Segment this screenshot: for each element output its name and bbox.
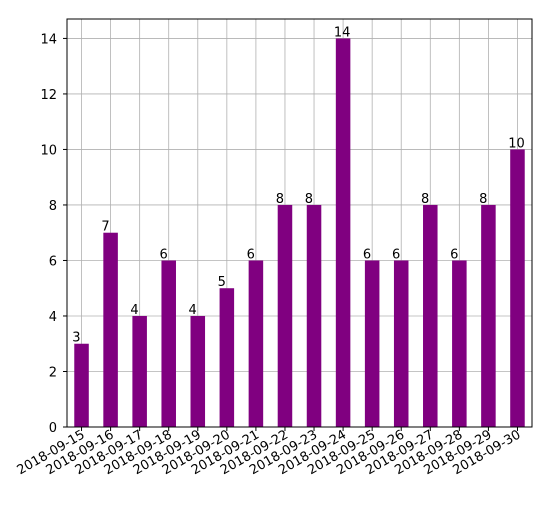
y-tick-label: 10	[40, 143, 57, 158]
bar	[277, 204, 293, 427]
bar	[452, 260, 467, 427]
data-label: 4	[189, 303, 197, 318]
y-tick-label: 12	[40, 88, 57, 103]
bar	[219, 288, 235, 427]
data-label: 8	[305, 192, 313, 207]
bar	[306, 204, 322, 427]
bar	[103, 232, 118, 427]
data-label: 6	[450, 247, 458, 262]
bar	[190, 315, 206, 427]
data-label: 14	[334, 25, 351, 40]
data-label: 6	[363, 247, 371, 262]
bar	[335, 38, 351, 428]
data-label: 4	[130, 303, 138, 318]
y-tick-label: 8	[49, 199, 57, 214]
y-tick-label: 0	[49, 421, 57, 436]
bar	[74, 343, 89, 427]
data-label: 8	[479, 192, 487, 207]
bar	[393, 260, 409, 427]
y-tick-label: 2	[49, 365, 57, 380]
data-label: 10	[508, 136, 525, 151]
y-tick-label: 14	[40, 32, 57, 47]
y-tick-label: 4	[49, 310, 57, 325]
bar	[132, 315, 147, 427]
data-label: 8	[421, 192, 429, 207]
bar	[481, 204, 496, 427]
data-label: 5	[218, 275, 226, 290]
y-tick-label: 6	[49, 254, 57, 269]
data-label: 3	[72, 331, 80, 346]
bar	[161, 260, 176, 427]
bar	[364, 260, 380, 427]
bar	[423, 204, 438, 427]
data-label: 7	[101, 220, 109, 235]
data-label: 6	[392, 247, 400, 262]
bar	[248, 260, 264, 427]
bar	[510, 149, 525, 427]
data-label: 6	[247, 247, 255, 262]
data-label: 6	[159, 247, 167, 262]
axes-frame	[66, 18, 533, 428]
data-label: 8	[276, 192, 284, 207]
